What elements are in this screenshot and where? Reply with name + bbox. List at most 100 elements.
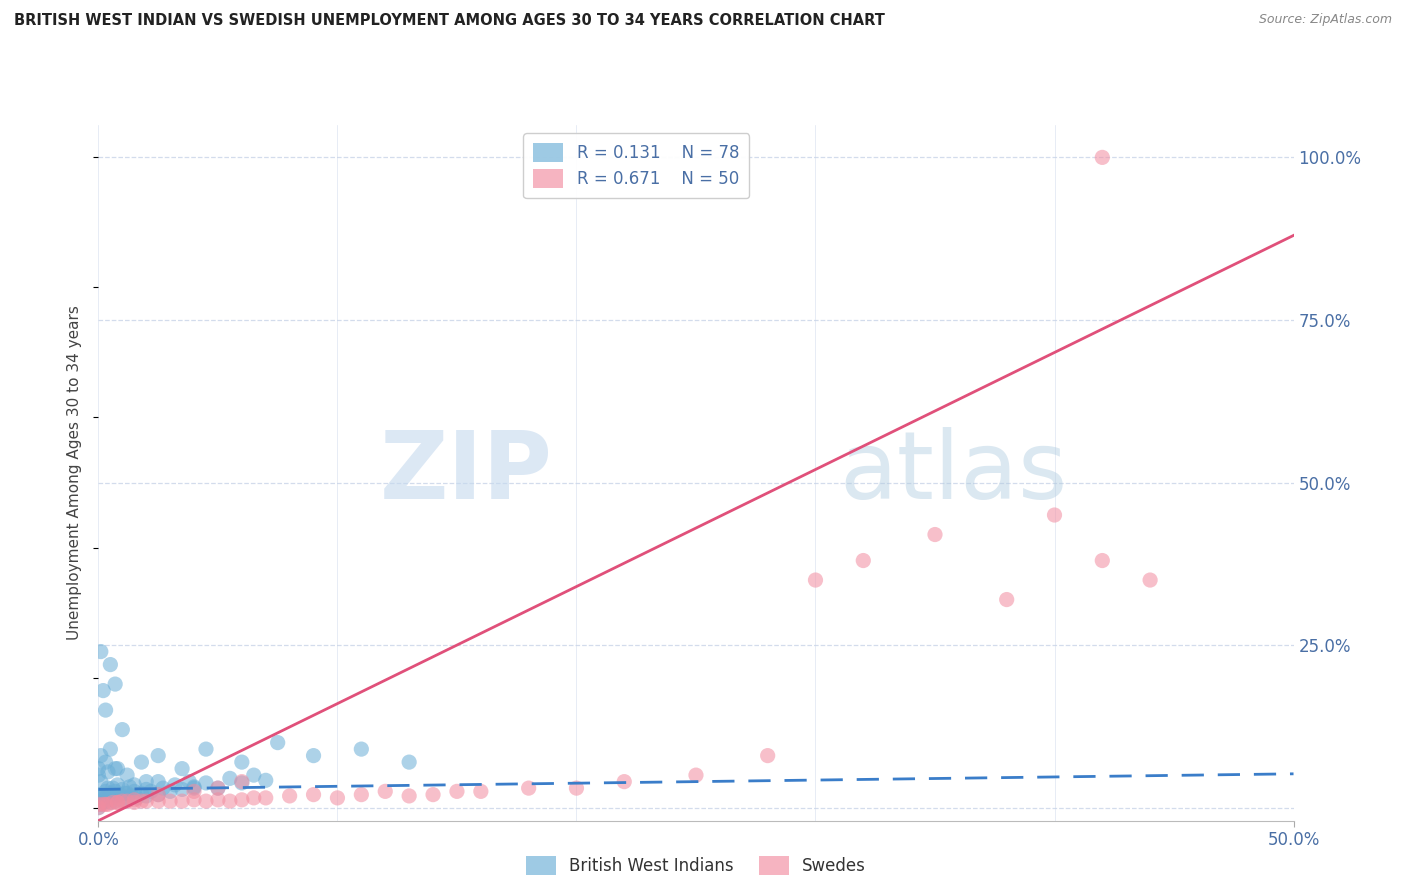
Point bbox=[194, 794, 218, 808]
Point bbox=[107, 796, 129, 810]
Point bbox=[124, 784, 146, 798]
Point bbox=[350, 788, 373, 802]
Point bbox=[194, 776, 218, 790]
Point bbox=[995, 592, 1018, 607]
Point bbox=[118, 780, 141, 794]
Point bbox=[111, 723, 134, 737]
Point bbox=[183, 780, 205, 794]
Point bbox=[91, 796, 114, 810]
Point bbox=[107, 778, 129, 792]
Point bbox=[107, 788, 129, 802]
Point bbox=[179, 774, 201, 789]
Point bbox=[94, 797, 117, 812]
Point bbox=[326, 790, 349, 805]
Point bbox=[152, 781, 174, 796]
Point bbox=[243, 768, 266, 782]
Point bbox=[183, 784, 205, 798]
Point bbox=[302, 788, 325, 802]
Point bbox=[104, 784, 127, 798]
Point bbox=[94, 794, 117, 808]
Point bbox=[111, 794, 134, 808]
Point bbox=[207, 781, 229, 796]
Point bbox=[163, 778, 186, 792]
Point bbox=[517, 781, 540, 796]
Point bbox=[107, 796, 129, 810]
Point bbox=[125, 790, 148, 805]
Point bbox=[97, 793, 120, 807]
Point bbox=[115, 790, 138, 805]
Point bbox=[172, 762, 194, 776]
Point bbox=[613, 774, 636, 789]
Point bbox=[90, 790, 112, 805]
Point bbox=[470, 784, 492, 798]
Point bbox=[87, 794, 110, 808]
Point bbox=[398, 789, 420, 803]
Point bbox=[183, 793, 205, 807]
Point bbox=[114, 786, 136, 800]
Point bbox=[87, 768, 110, 782]
Text: ZIP: ZIP bbox=[380, 426, 553, 519]
Point bbox=[107, 762, 129, 776]
Point bbox=[124, 796, 146, 810]
Point bbox=[101, 796, 124, 810]
Point bbox=[135, 789, 157, 803]
Point bbox=[97, 781, 120, 796]
Point bbox=[115, 794, 138, 808]
Point bbox=[90, 797, 112, 812]
Point bbox=[804, 573, 827, 587]
Point bbox=[159, 784, 181, 798]
Point bbox=[446, 784, 468, 798]
Point bbox=[135, 782, 157, 797]
Point bbox=[1043, 508, 1066, 522]
Point bbox=[94, 755, 117, 769]
Point bbox=[172, 782, 194, 797]
Point bbox=[94, 790, 117, 805]
Point bbox=[87, 800, 110, 814]
Point bbox=[101, 790, 124, 805]
Point bbox=[148, 748, 170, 763]
Point bbox=[194, 742, 218, 756]
Point bbox=[104, 762, 127, 776]
Point bbox=[267, 736, 290, 750]
Point bbox=[131, 755, 153, 769]
Point bbox=[756, 748, 779, 763]
Point bbox=[254, 773, 277, 788]
Point bbox=[685, 768, 707, 782]
Point bbox=[131, 794, 153, 808]
Point bbox=[107, 789, 129, 803]
Point bbox=[231, 793, 253, 807]
Point bbox=[90, 774, 112, 789]
Point bbox=[148, 788, 170, 802]
Point bbox=[135, 774, 157, 789]
Point bbox=[172, 794, 194, 808]
Point bbox=[104, 794, 127, 808]
Point bbox=[219, 772, 242, 786]
Legend: British West Indians, Swedes: British West Indians, Swedes bbox=[519, 849, 873, 882]
Text: BRITISH WEST INDIAN VS SWEDISH UNEMPLOYMENT AMONG AGES 30 TO 34 YEARS CORRELATIO: BRITISH WEST INDIAN VS SWEDISH UNEMPLOYM… bbox=[14, 13, 884, 29]
Point bbox=[104, 677, 127, 691]
Point bbox=[98, 786, 122, 800]
Point bbox=[183, 781, 205, 796]
Point bbox=[852, 553, 875, 567]
Point bbox=[231, 776, 253, 790]
Point bbox=[1091, 553, 1114, 567]
Point bbox=[148, 794, 170, 808]
Point bbox=[98, 796, 122, 810]
Point bbox=[94, 703, 117, 717]
Point bbox=[231, 774, 253, 789]
Point bbox=[1139, 573, 1161, 587]
Point bbox=[207, 781, 229, 796]
Point bbox=[115, 786, 138, 800]
Point bbox=[98, 657, 122, 672]
Text: atlas: atlas bbox=[839, 426, 1067, 519]
Point bbox=[139, 784, 162, 798]
Point bbox=[111, 793, 134, 807]
Point bbox=[87, 788, 110, 802]
Point bbox=[97, 797, 120, 812]
Point bbox=[207, 793, 229, 807]
Point bbox=[98, 742, 122, 756]
Point bbox=[565, 781, 588, 796]
Point bbox=[91, 683, 114, 698]
Point bbox=[90, 644, 112, 658]
Y-axis label: Unemployment Among Ages 30 to 34 years: Unemployment Among Ages 30 to 34 years bbox=[67, 305, 83, 640]
